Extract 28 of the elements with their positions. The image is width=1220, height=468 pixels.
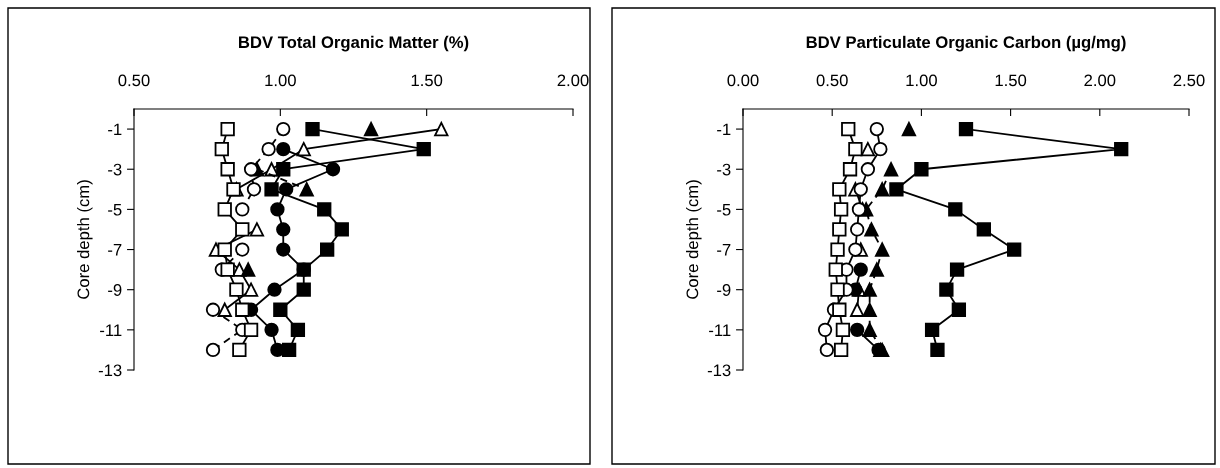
y-tick-label: -1 <box>108 123 122 136</box>
y-tick-label: -13 <box>98 364 122 377</box>
y-axis-title: Core depth (cm) <box>686 180 702 299</box>
x-tick-label: 0.50 <box>118 74 150 87</box>
x-tick-label: 1.00 <box>906 74 937 87</box>
y-tick-label: -3 <box>717 163 731 176</box>
y-tick-label: -5 <box>717 203 731 216</box>
y-tick-label: -11 <box>100 324 122 336</box>
x-tick-label: 0.00 <box>727 74 759 87</box>
chart-title: BDV Particulate Organic Carbon (µg/mg) <box>806 35 1126 52</box>
y-tick-label: -1 <box>717 123 731 136</box>
y-axis-title: Core depth (cm) <box>77 180 93 299</box>
y-tick-label: -9 <box>717 284 731 296</box>
chart-title: BDV Total Organic Matter (%) <box>239 35 469 52</box>
x-tick-label: 1.00 <box>265 74 296 87</box>
x-tick-label: 0.50 <box>816 74 848 87</box>
x-tick-label: 2.00 <box>1084 74 1116 87</box>
y-tick-label: -5 <box>108 203 122 216</box>
y-tick-label: -13 <box>707 364 731 377</box>
x-tick-label: 2.50 <box>1173 74 1205 87</box>
y-tick-label: -11 <box>709 324 731 336</box>
y-tick-label: -7 <box>717 244 731 256</box>
y-tick-label: -7 <box>108 244 122 256</box>
x-tick-label: 1.50 <box>411 74 443 87</box>
x-tick-label: 2.00 <box>557 74 589 87</box>
y-tick-label: -3 <box>108 163 122 176</box>
y-tick-label: -9 <box>108 284 122 296</box>
x-tick-label: 1.50 <box>995 74 1027 87</box>
